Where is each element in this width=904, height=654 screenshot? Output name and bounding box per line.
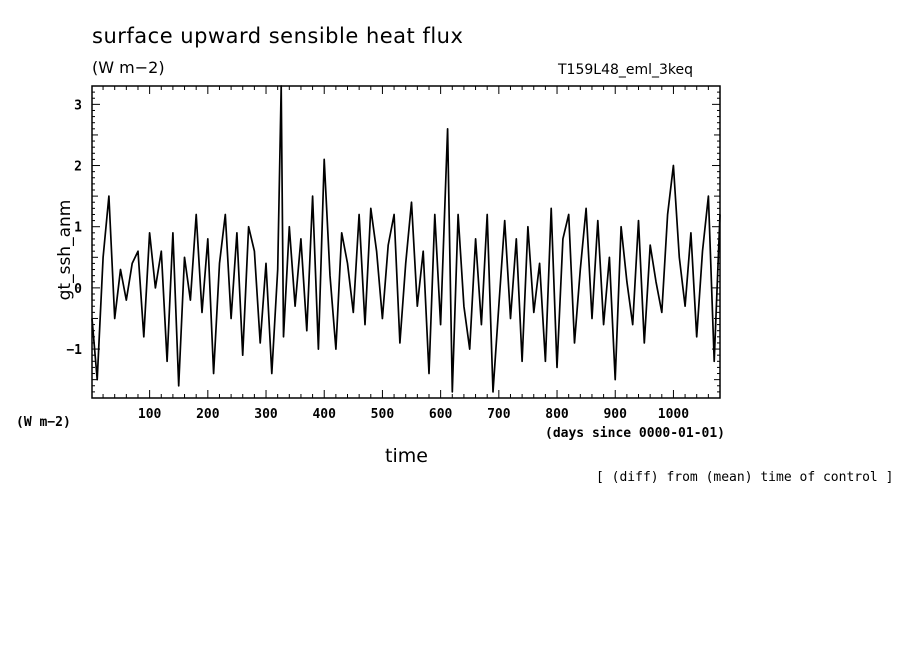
chart-title: surface upward sensible heat flux	[92, 24, 464, 48]
x-tick-label: 200	[196, 407, 220, 422]
y-tick-label: 2	[74, 160, 82, 175]
run-label: T159L48_eml_3keq	[558, 62, 694, 78]
y-axis-label: gt_ssh_anm	[55, 199, 75, 301]
y-tick-label: 0	[74, 282, 82, 297]
series-line	[91, 85, 721, 393]
x-tick-label: 600	[429, 407, 453, 422]
plot-frame	[91, 85, 721, 399]
x-tick-label: 300	[254, 407, 278, 422]
x-axis-label: time	[385, 445, 428, 467]
x-tick-label: 400	[312, 407, 336, 422]
x-units-label: (days since 0000-01-01)	[545, 426, 726, 441]
x-tick-label: 900	[603, 407, 627, 422]
y-tick-label: 3	[74, 98, 82, 113]
units-label: (W m−2)	[92, 58, 165, 77]
comparison-note: [ (diff) from (mean) time of control ]	[596, 470, 894, 485]
x-tick-label: 700	[487, 407, 511, 422]
y-units-label: (W m−2)	[16, 415, 71, 430]
x-tick-label: 500	[371, 407, 395, 422]
x-tick-label: 100	[138, 407, 162, 422]
x-tick-label: 1000	[658, 407, 689, 422]
axis-ticks	[92, 85, 720, 399]
x-tick-label: 800	[545, 407, 569, 422]
tick-labels: 100 200 300 400 500 600 700 800 900 1000 −1 0 1 2 3	[66, 98, 689, 422]
y-tick-label: −1	[66, 343, 82, 358]
y-tick-label: 1	[74, 221, 82, 236]
